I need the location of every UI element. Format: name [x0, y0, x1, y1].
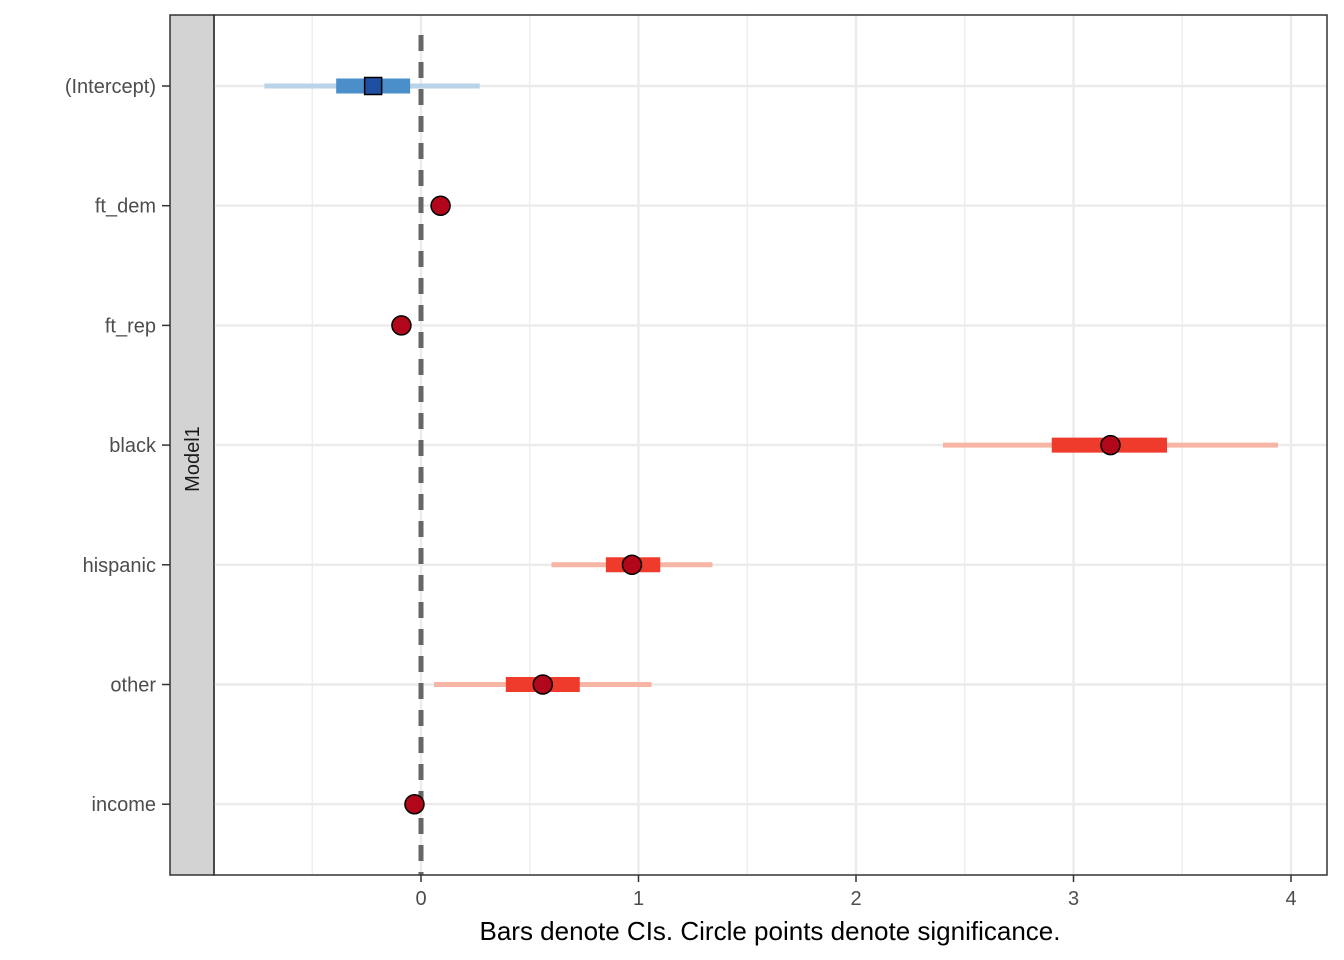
x-tick-label: 2 — [850, 888, 861, 910]
x-tick-label: 1 — [633, 888, 644, 910]
confidence-interval-bars — [264, 78, 1278, 692]
y-tick-label: income — [92, 794, 156, 816]
x-axis: 0 1 2 3 4 — [415, 875, 1297, 910]
y-tick-label: ft_rep — [105, 315, 156, 337]
y-tick-label: ft_dem — [95, 196, 156, 218]
plot-panel — [213, 14, 1328, 876]
panel-strip-label: Model1 — [182, 426, 204, 492]
estimate-point-circle — [1100, 434, 1121, 456]
panel-strip-background — [169, 14, 215, 876]
estimate-points — [363, 76, 1121, 815]
y-tick-label: hispanic — [83, 555, 156, 577]
estimate-point-circle — [404, 793, 425, 815]
x-tick-label: 3 — [1068, 888, 1079, 910]
panel-strip: Model1 — [169, 14, 215, 876]
y-tick-label: black — [109, 435, 157, 457]
estimate-point-square — [363, 76, 383, 96]
y-tick-label: other — [110, 675, 156, 697]
panel-border — [213, 14, 1328, 876]
x-axis-title: Bars denote CIs. Circle points denote si… — [480, 916, 1061, 946]
estimate-point-circle — [532, 674, 554, 695]
x-tick-label: 4 — [1285, 888, 1296, 910]
estimate-point-circle — [391, 315, 412, 336]
estimate-point-circle — [621, 554, 643, 576]
x-tick-label: 0 — [415, 888, 426, 910]
estimate-point-circle — [430, 195, 451, 216]
y-tick-label: (Intercept) — [65, 76, 156, 98]
